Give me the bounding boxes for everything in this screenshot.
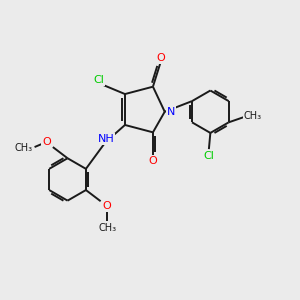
Text: N: N [167, 107, 176, 117]
Text: Cl: Cl [203, 151, 214, 161]
Text: O: O [42, 137, 51, 147]
Text: CH₃: CH₃ [14, 142, 32, 153]
Text: O: O [157, 53, 165, 63]
Text: CH₃: CH₃ [244, 111, 262, 121]
Text: NH: NH [98, 134, 114, 144]
Text: O: O [103, 201, 112, 211]
Text: CH₃: CH₃ [98, 223, 116, 233]
Text: O: O [148, 156, 157, 166]
Text: Cl: Cl [93, 75, 104, 85]
